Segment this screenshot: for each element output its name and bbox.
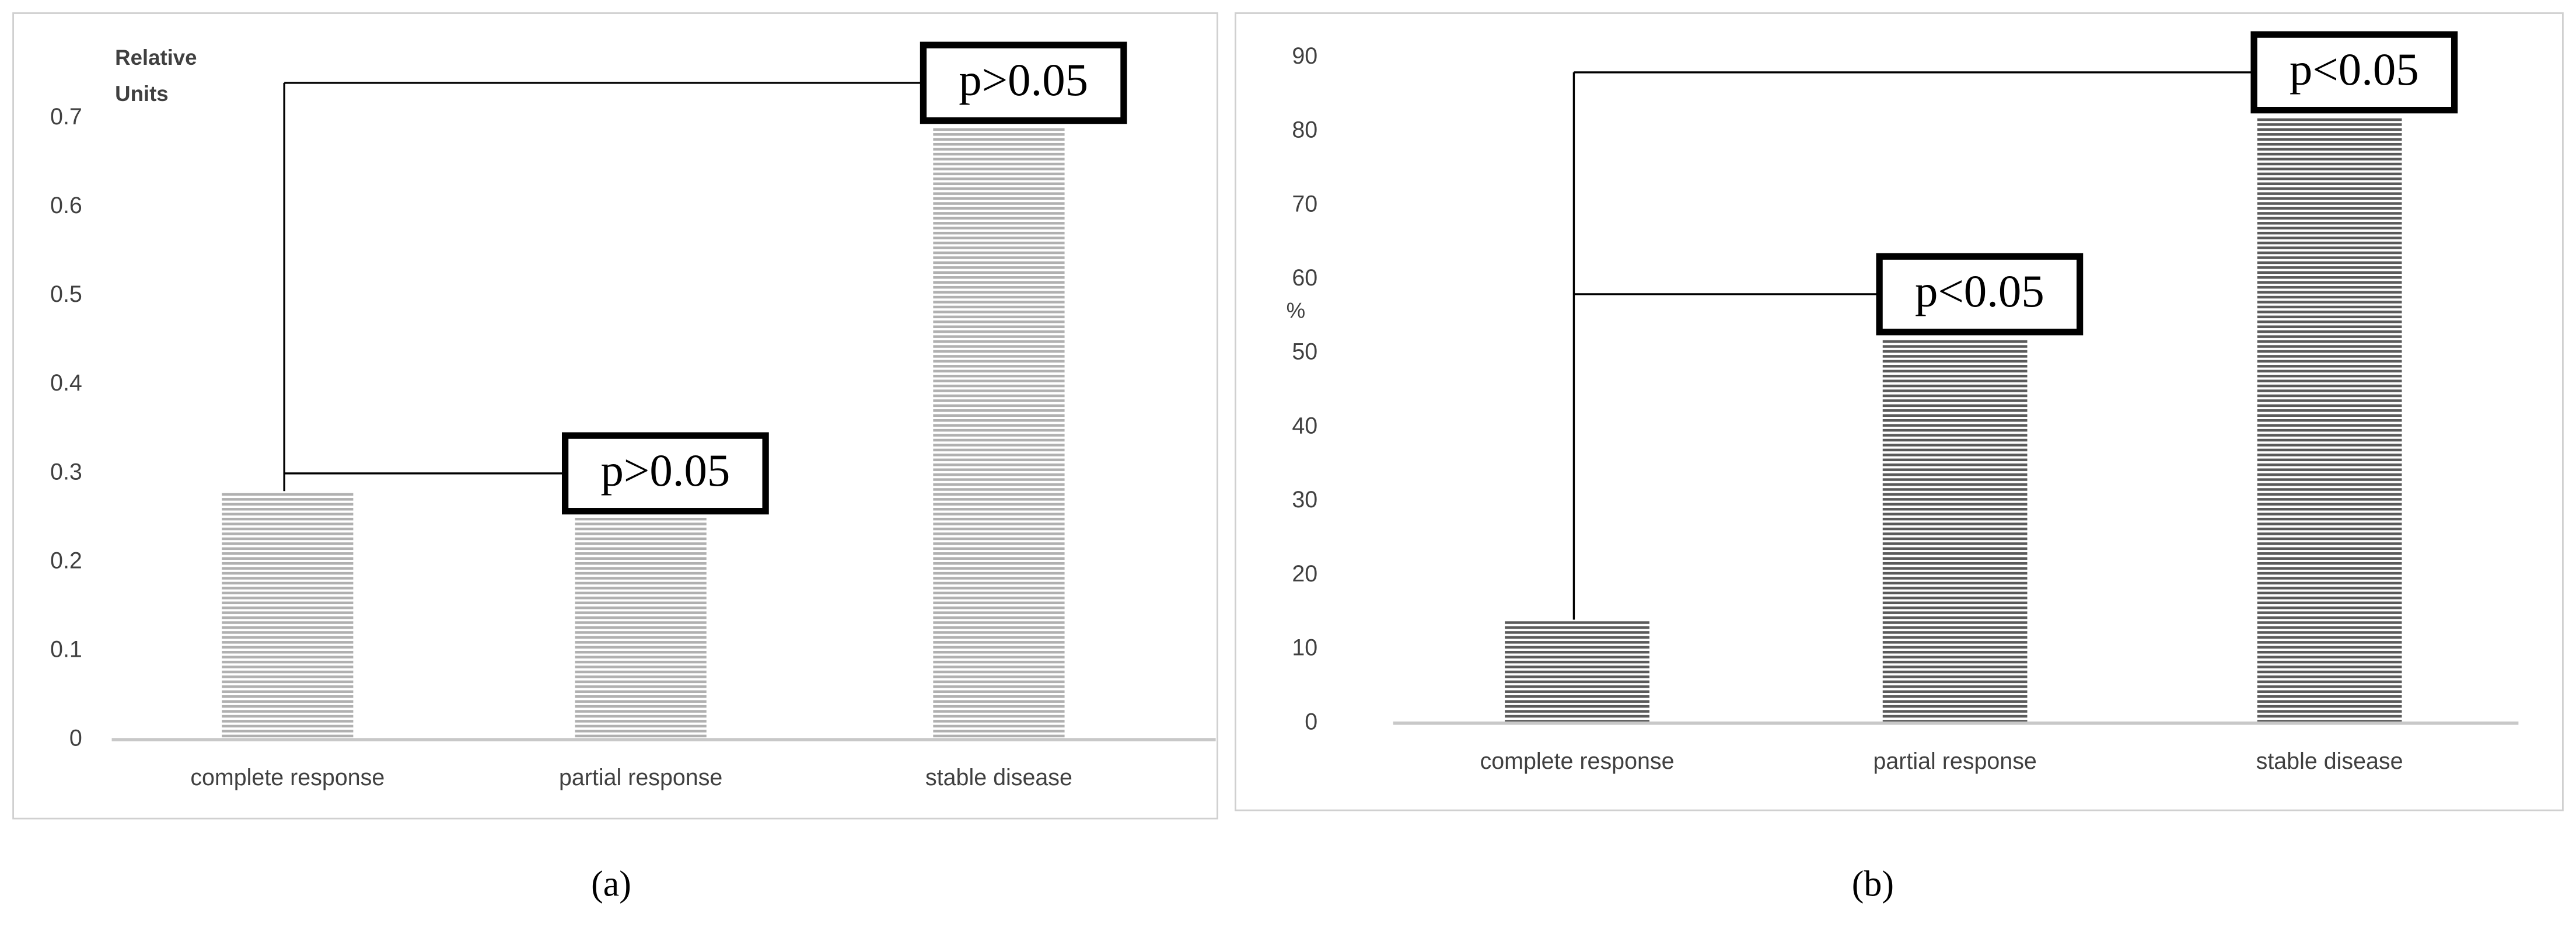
- y-tick-label: 0.1: [50, 636, 82, 662]
- bar: [1882, 339, 2028, 723]
- bar: [933, 127, 1065, 740]
- y-tick-label: 90: [1292, 43, 1317, 69]
- x-tick-label: partial response: [1873, 748, 2036, 774]
- y-tick-label: 50: [1292, 339, 1317, 365]
- y-axis-label: %: [1287, 299, 1306, 323]
- bar: [222, 491, 354, 740]
- annotation-box: [2250, 31, 2458, 114]
- y-tick-label: 0.2: [50, 548, 82, 573]
- y-tick-label: 10: [1292, 635, 1317, 661]
- y-tick-label: 0.3: [50, 459, 82, 485]
- x-tick-label: complete response: [190, 765, 385, 790]
- y-tick-label: 30: [1292, 487, 1317, 513]
- y-axis-label: Relative: [115, 46, 197, 69]
- y-tick-label: 0: [1305, 709, 1317, 734]
- x-tick-label: partial response: [559, 765, 722, 790]
- annotation: p<0.05: [2290, 44, 2419, 95]
- y-axis-label: Units: [115, 82, 168, 106]
- y-tick-label: 0.6: [50, 193, 82, 218]
- annotation-box: [920, 41, 1127, 124]
- annotation: p>0.05: [600, 445, 730, 496]
- y-tick-label: 20: [1292, 561, 1317, 587]
- y-tick-label: 0.4: [50, 370, 82, 396]
- annotation: p>0.05: [959, 55, 1088, 106]
- x-tick-label: complete response: [1480, 748, 1675, 774]
- y-tick-label: 0: [69, 725, 82, 751]
- y-tick-label: 70: [1292, 191, 1317, 217]
- annotation-box: [562, 432, 769, 515]
- bar: [2257, 116, 2402, 723]
- caption: (a): [591, 865, 631, 904]
- x-tick-label: stable disease: [2256, 748, 2403, 774]
- annotation: p<0.05: [1915, 266, 2044, 317]
- panel-frame: [12, 12, 1218, 820]
- y-tick-label: 0.7: [50, 104, 82, 130]
- annotation-box: [1876, 253, 2084, 336]
- caption: (b): [1852, 865, 1894, 904]
- bar: [1505, 619, 1649, 723]
- y-tick-label: 60: [1292, 265, 1317, 291]
- panel-frame: [1234, 12, 2564, 811]
- x-tick-label: stable disease: [925, 765, 1072, 790]
- bar: [575, 517, 707, 740]
- y-tick-label: 0.5: [50, 281, 82, 307]
- y-tick-label: 40: [1292, 413, 1317, 438]
- y-tick-label: 80: [1292, 117, 1317, 143]
